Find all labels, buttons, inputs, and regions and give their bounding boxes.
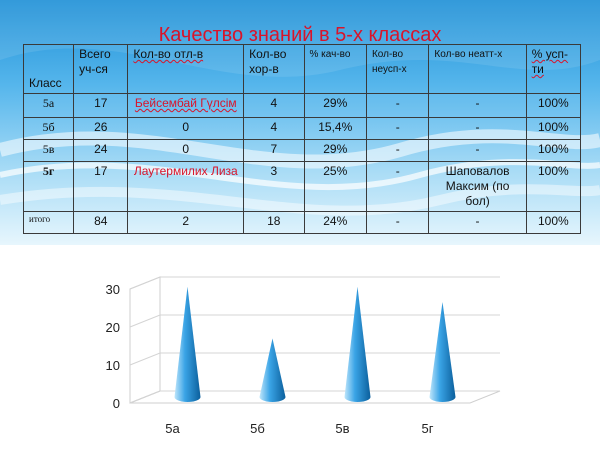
- table-row: 5в 24 0 7 29% - - 100%: [22, 139, 582, 162]
- cell-quality: 25%: [303, 161, 367, 212]
- cell-quality: 24%: [303, 211, 367, 234]
- cell-class: 5б: [22, 117, 75, 140]
- gridline: [129, 352, 500, 366]
- table-row: 5б 26 0 4 15,4% - - 100%: [22, 117, 582, 140]
- gridline: [129, 276, 500, 290]
- y-tick-label: 30: [106, 282, 120, 297]
- gridline: [129, 314, 500, 328]
- table-row: 5г 17 Лаутермилих Лиза 3 25% - Шаповалов…: [22, 161, 582, 212]
- cell-success: 100%: [525, 211, 582, 234]
- cell-quality: 29%: [303, 93, 367, 118]
- cell-failing: -: [365, 117, 430, 140]
- table-header-row: Класс Всего уч-ся Кол-во отл-в Кол-во хо…: [22, 44, 582, 94]
- grades-table: Класс Всего уч-ся Кол-во отл-в Кол-во хо…: [22, 44, 582, 234]
- cell-good: 4: [243, 117, 305, 140]
- cell-failing: -: [365, 93, 430, 118]
- cell-good: 18: [243, 211, 305, 234]
- cell-total: 17: [73, 161, 129, 212]
- cone-chart: 0 10 20 30 5а 5б 5в 5г: [106, 276, 501, 436]
- table-row: итого 84 2 18 24% - - 100%: [22, 211, 582, 234]
- cell-class: 5г: [22, 161, 75, 212]
- x-axis-ticks: 5а 5б 5в 5г: [165, 421, 433, 436]
- cell-total: 26: [73, 117, 129, 140]
- cell-unattested: -: [428, 117, 527, 140]
- cell-unattested: -: [428, 93, 527, 118]
- cell-unattested: -: [428, 211, 527, 234]
- header-class: Класс: [22, 44, 75, 94]
- cone-5а: [174, 286, 201, 402]
- header-quality: % кач-во: [303, 44, 367, 94]
- cell-quality: 29%: [303, 139, 367, 162]
- cell-failing: -: [365, 139, 430, 162]
- header-success-text: % усп-ти: [531, 47, 569, 76]
- cell-success: 100%: [525, 117, 582, 140]
- cone-5в: [344, 286, 371, 402]
- cell-excellent: 0: [127, 139, 245, 162]
- cell-class: итого: [22, 211, 75, 234]
- cell-excellent: 0: [127, 117, 245, 140]
- cell-class: 5в: [22, 139, 75, 162]
- cone-5г: [429, 302, 456, 402]
- cell-good: 7: [243, 139, 305, 162]
- header-unattested: Кол-во неатт-х: [428, 44, 527, 94]
- cell-good: 3: [243, 161, 305, 212]
- x-tick-label: 5б: [250, 421, 265, 436]
- cell-excellent-text: Бейсембай Гүлсім: [134, 96, 237, 110]
- cone-5б: [259, 338, 286, 402]
- cell-quality: 15,4%: [303, 117, 367, 140]
- cell-unattested: -: [428, 139, 527, 162]
- gridline: [129, 390, 500, 404]
- cell-success: 100%: [525, 139, 582, 162]
- cell-good: 4: [243, 93, 305, 118]
- y-tick-label: 0: [113, 396, 120, 411]
- cell-unattested: Шаповалов Максим (по бол): [428, 161, 527, 212]
- cell-failing: -: [365, 211, 430, 234]
- cell-excellent: Лаутермилих Лиза: [127, 161, 245, 212]
- x-tick-label: 5а: [165, 421, 180, 436]
- cell-excellent: 2: [127, 211, 245, 234]
- y-axis-ticks: 0 10 20 30: [106, 282, 120, 411]
- x-tick-label: 5г: [422, 421, 434, 436]
- cell-total: 84: [73, 211, 129, 234]
- header-good: Кол-во хор-в: [243, 44, 305, 94]
- cell-total: 24: [73, 139, 129, 162]
- x-tick-label: 5в: [335, 421, 349, 436]
- header-failing: Кол-во неусп-х: [365, 44, 430, 94]
- cell-excellent: Бейсембай Гүлсім: [127, 93, 245, 118]
- header-success: % усп-ти: [525, 44, 582, 94]
- header-excellent-text: Кол-во отл-в: [133, 47, 204, 61]
- chart-wall: [129, 276, 161, 404]
- y-tick-label: 10: [106, 358, 120, 373]
- chart-cones: [174, 286, 456, 402]
- table-row: 5а 17 Бейсембай Гүлсім 4 29% - - 100%: [22, 93, 582, 118]
- cell-failing: -: [365, 161, 430, 212]
- cell-success: 100%: [525, 93, 582, 118]
- header-total: Всего уч-ся: [73, 44, 129, 94]
- slide-title: Качество знаний в 5-х классах: [158, 24, 442, 46]
- chart-gridlines: [129, 276, 500, 404]
- header-excellent: Кол-во отл-в: [127, 44, 245, 94]
- y-tick-label: 20: [106, 320, 120, 335]
- cell-total: 17: [73, 93, 129, 118]
- cell-success: 100%: [525, 161, 582, 212]
- cell-class: 5а: [22, 93, 75, 118]
